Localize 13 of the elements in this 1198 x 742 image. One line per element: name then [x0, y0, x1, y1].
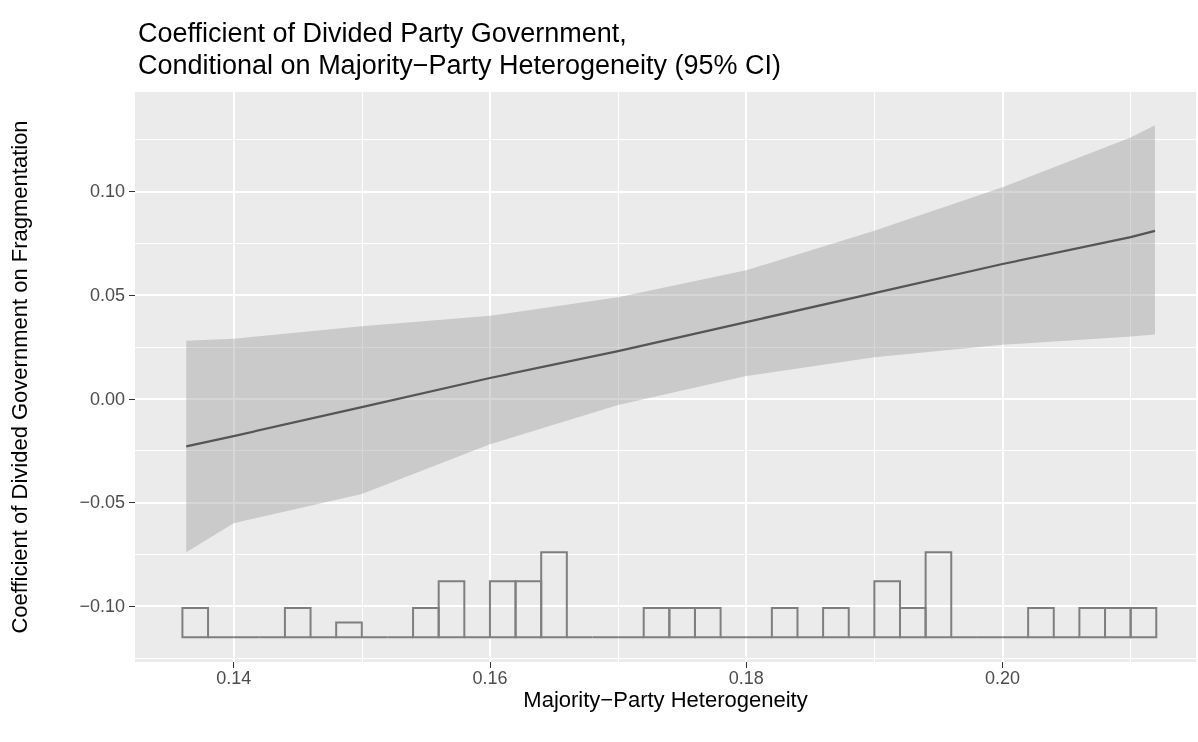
line-series: [185, 229, 1157, 448]
y-tick-label: 0.10: [89, 181, 125, 202]
x-tick-label: 0.16: [472, 668, 508, 688]
y-tick-label: 0.00: [89, 388, 125, 409]
x-tick-label: 0.20: [984, 668, 1021, 688]
x-axis-title: Majority−Party Heterogeneity: [523, 686, 808, 712]
chart-title: Coefficient of Divided Party Government, Conditional on Majority−Party Heterogeneity (95% CI): [138, 18, 782, 80]
y-tick-label: 0.05: [89, 285, 125, 306]
y-tick-label: −0.10: [79, 596, 125, 617]
x-tick-label: 0.14: [216, 668, 252, 688]
y-axis-title: Coefficient of Divided Government on Fragmentation: [6, 120, 32, 634]
x-tick-label: 0.18: [728, 668, 764, 688]
y-tick-label: −0.05: [79, 492, 125, 513]
